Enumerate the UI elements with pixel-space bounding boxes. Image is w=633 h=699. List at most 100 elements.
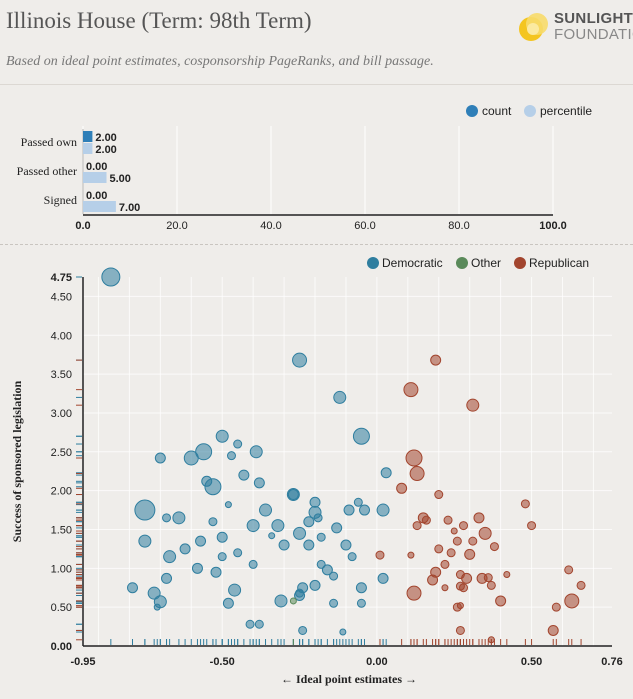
scatter-point-republican	[495, 595, 507, 607]
scatter-point-democratic	[163, 550, 177, 564]
scatter-point-democratic	[321, 564, 333, 576]
scatter-point-republican	[455, 625, 465, 635]
bar-x-tick-label: 40.0	[260, 220, 281, 232]
scatter-point-republican	[564, 565, 574, 575]
scatter-point-democratic	[316, 532, 326, 542]
scatter-point-democratic	[101, 267, 121, 287]
sunlight-logo[interactable]: SUNLIGHT FOUNDATION	[518, 10, 633, 46]
bar-x-tick-label: 0.0	[75, 220, 90, 232]
scatter-point-republican	[459, 583, 469, 593]
scatter-point-democratic	[249, 445, 263, 459]
scatter-point-democratic	[195, 535, 207, 547]
scatter-point-republican	[403, 382, 419, 398]
scatter-point-democratic	[333, 390, 347, 404]
scatter-y-tick-label: 1.00	[51, 563, 72, 575]
scatter-point-democratic	[293, 526, 307, 540]
scatter-x-tick-label: -0.50	[210, 656, 235, 668]
bar-count	[83, 131, 93, 142]
scatter-point-republican	[461, 572, 473, 584]
bar-value-label: 0.00	[86, 190, 107, 202]
scatter-point-democratic	[287, 489, 299, 501]
legend-count-label: count	[482, 104, 512, 118]
scatter-point-democratic	[172, 511, 186, 525]
bar-category-label: Passed other	[17, 164, 77, 178]
scatter-point-republican	[427, 574, 439, 586]
scatter-y-tick-label: 0.00	[51, 641, 72, 653]
scatter-point-republican	[446, 548, 456, 558]
scatter-point-democratic	[222, 597, 234, 609]
ideal-point-scatter-chart: 0.00 0.50 1.00 1.50 2.00 2.50 3.00 3.50 4.00 4.50…	[10, 256, 623, 686]
scatter-point-democratic	[295, 588, 305, 598]
scatter-x-axis-title: ← Ideal point estimates →	[281, 672, 417, 686]
scatter-y-axis-title: Success of sponsored legislation	[10, 380, 24, 542]
scatter-point-democratic	[380, 467, 392, 479]
chart-divider	[0, 244, 633, 245]
scatter-point-democratic	[238, 469, 250, 481]
scatter-point-republican	[478, 526, 492, 540]
scatter-point-democratic	[339, 628, 347, 636]
legend-other-label: Other	[471, 256, 501, 270]
bar-value-label: 7.00	[119, 202, 140, 214]
scatter-x-tick-label: 0.50	[521, 656, 542, 668]
bar-value-label: 5.00	[110, 173, 131, 185]
scatter-point-democratic	[245, 619, 255, 629]
scatter-point-republican	[409, 466, 425, 482]
scatter-point-republican	[503, 571, 511, 579]
scatter-point-democratic	[138, 534, 152, 548]
scatter-point-republican	[406, 585, 422, 601]
scatter-point-republican	[483, 573, 493, 583]
scatter-point-democratic	[254, 619, 264, 629]
scatter-point-democratic	[303, 539, 315, 551]
scatter-x-tick-label: 0.00	[366, 656, 387, 668]
legend-democratic-swatch	[367, 257, 379, 269]
header: Illinois House (Term: 98th Term) Based o…	[0, 0, 633, 82]
scatter-point-republican	[434, 544, 444, 554]
bar-x-tick-label: 60.0	[354, 220, 375, 232]
logo-line2: FOUNDATION	[554, 26, 633, 43]
bar-percentile	[83, 201, 116, 212]
scatter-point-democratic	[274, 594, 288, 608]
scatter-point-democratic	[356, 598, 366, 608]
scatter-y-tick-label: 1.50	[51, 524, 72, 536]
scatter-point-republican	[487, 636, 495, 644]
scatter-point-republican	[456, 602, 464, 610]
scatter-point-democratic	[217, 552, 227, 562]
scatter-point-republican	[468, 536, 478, 546]
scatter-point-democratic	[233, 439, 243, 449]
scatter-point-democratic	[268, 532, 276, 540]
scatter-point-democratic	[162, 513, 172, 523]
scatter-point-democratic	[195, 443, 213, 461]
scatter-point-democratic	[355, 582, 367, 594]
scatter-point-democratic	[340, 539, 352, 551]
scatter-y-tick-label: 2.00	[51, 486, 72, 498]
scatter-point-democratic	[215, 429, 229, 443]
bill-passage-bar-chart: 0.0 20.0 40.0 60.0 80.0 100.0 Passed own 2.002.…	[17, 104, 593, 232]
scatter-point-republican	[520, 499, 530, 509]
scatter-point-democratic	[233, 548, 243, 558]
scatter-point-democratic	[191, 562, 203, 574]
scatter-point-democratic	[253, 477, 265, 489]
scatter-y-tick-label: 4.00	[51, 330, 72, 342]
bar-value-label: 2.00	[95, 144, 116, 156]
scatter-point-republican	[576, 580, 586, 590]
scatter-point-republican	[441, 584, 449, 592]
legend-percentile-label: percentile	[540, 104, 592, 118]
scatter-point-democratic	[298, 625, 308, 635]
bar-x-tick-label: 20.0	[166, 220, 187, 232]
bar-x-tick-label: 80.0	[448, 220, 469, 232]
scatter-point-democratic	[259, 503, 273, 517]
scatter-point-democratic	[183, 450, 199, 466]
scatter-point-democratic	[226, 451, 236, 461]
scatter-point-democratic	[353, 497, 363, 507]
logo-line1: SUNLIGHT	[554, 10, 633, 27]
scatter-point-republican	[489, 542, 499, 552]
scatter-point-democratic	[331, 522, 343, 534]
scatter-point-other	[289, 597, 297, 605]
scatter-y-tick-label: 3.00	[51, 408, 72, 420]
scatter-point-republican	[430, 354, 442, 366]
scatter-x-tick-label: -0.95	[70, 656, 95, 668]
header-divider	[0, 84, 633, 85]
scatter-point-republican	[421, 515, 431, 525]
scatter-point-democratic	[201, 475, 213, 487]
scatter-point-democratic	[208, 517, 218, 527]
